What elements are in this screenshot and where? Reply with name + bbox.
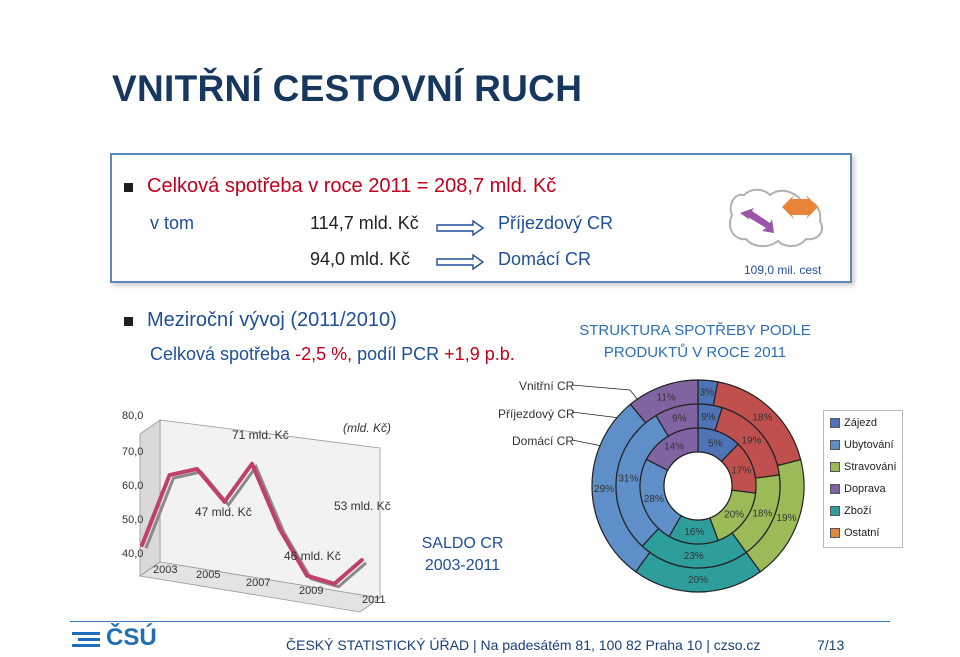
data-point-2006 [222,500,227,504]
yoy-value-1: -2,5 %, [295,344,353,364]
legend-swatch [830,462,840,473]
legend-label: Doprava [844,483,886,495]
donut-label-2-4: 28% [644,494,664,505]
y-tick-label: 50,0 [122,514,144,526]
donut-label-1-5: 9% [672,414,687,425]
data-label-53: 53 mld. Kč [334,499,391,513]
data-label-46: 46 mld. Kč [284,549,341,563]
data-point-2009 [305,573,309,578]
slide-title: VNITŘNÍ CESTOVNÍ RUCH [112,68,583,109]
page-number: 7/13 [817,637,845,653]
data-point-2005 [195,467,199,471]
yoy-value-2: +1,9 p.b. [444,344,515,364]
donut-label-2-5: 14% [664,442,684,453]
donut-label-2-0: 5% [708,438,723,449]
legend-label: Ostatní [844,527,880,539]
legend-label: Zboží [844,505,872,517]
x-tick-label: 2005 [196,569,221,581]
bullet-marker [124,183,133,192]
legend-item: Zájezd [830,417,877,435]
bullet-marker [124,317,133,326]
csu-logo-text: ČSÚ [106,624,157,651]
ring-label-vnitrni: Vnitřní CR [519,379,575,393]
legend-swatch [830,440,840,451]
legend-swatch [830,506,840,517]
data-point-2010 [332,581,337,586]
legend-item: Ostatní [830,527,879,545]
x-tick-label: 2007 [246,577,271,589]
saldo-label: SALDO CR 2003-2011 [420,533,505,577]
data-point-2004 [167,473,172,477]
donut-legend: Zájezd Ubytování Stravování Doprava Zbož… [823,410,903,548]
donut-label-0-5: 11% [657,393,676,404]
saldo-line1: SALDO CR [421,535,504,552]
structure-title-line2: PRODUKTŮ V ROCE 2011 [603,344,787,361]
summary-box [110,153,852,283]
donut-label-1-4: 31% [618,474,638,485]
y-tick-label: 80,0 [122,410,144,422]
donut-label-2-1: 17% [731,466,751,477]
legend-swatch [830,484,840,495]
arrow-right-icon [436,253,485,271]
legend-swatch [830,418,840,429]
donut-hole [663,451,733,521]
legend-item: Doprava [830,483,886,501]
donut-label-2-3: 16% [684,527,704,538]
yoy-mid: podíl PCR [352,344,445,364]
donut-label-1-0: 9% [701,412,716,423]
yoy-prefix: Celková spotřeba [150,344,296,364]
legend-label: Stravování [844,461,897,473]
structure-title-line1: STRUKTURA SPOTŘEBY PODLE [579,322,811,339]
y-tick-label: 60,0 [122,480,144,492]
x-tick-label: 2003 [153,564,178,576]
donut-label-0-2: 19% [776,513,796,524]
value-inbound: 114,7 mld. Kč [310,213,419,233]
footer-text: ČESKÝ STATISTICKÝ ÚŘAD | Na padesátém 81… [286,637,761,653]
chart-unit-label: (mld. Kč) [343,421,391,435]
donut-label-2-2: 20% [724,510,744,521]
map-caption: 109,0 mil. cest [744,263,822,277]
csu-logo-icon [72,632,100,647]
yoy-detail: Celková spotřeba -2,5 %, podíl PCR +1,9 … [150,344,515,365]
structure-title: STRUKTURA SPOTŘEBY PODLE PRODUKTŮ V ROCE… [560,320,830,364]
legend-item: Stravování [830,461,897,479]
legend-swatch [830,528,840,539]
label-domestic: Domácí CR [498,249,592,269]
data-point-2011 [360,558,364,562]
donut-label-1-2: 18% [752,509,772,520]
legend-item: Ubytování [830,439,894,457]
ring-label-domaci: Domácí CR [512,434,575,448]
donut-label-0-4: 29% [594,484,614,495]
donut-label-1-3: 23% [684,551,704,562]
data-point-2007 [250,461,254,466]
total-consumption-text: Celková spotřeba v roce 2011 = 208,7 mld… [147,175,557,197]
ring-label-prijezdovy: Příjezdový CR [498,407,575,421]
data-point-2003 [140,543,144,547]
y-tick-label: 70,0 [122,446,144,458]
legend-label: Zájezd [844,417,878,429]
label-inbound: Příjezdový CR [498,213,614,233]
y-tick-label: 40,0 [122,548,144,560]
donut-label-0-1: 18% [752,412,772,423]
donut-label-1-1: 19% [741,436,761,447]
legend-item: Zboží [830,505,872,523]
value-domestic: 94,0 mld. Kč [310,249,411,269]
footer-divider [70,621,890,622]
legend-label: Ubytování [844,439,894,451]
donut-label-0-0: 3% [700,387,715,398]
arrow-right-icon [436,219,485,237]
x-tick-label: 2009 [299,585,324,597]
yoy-heading: Meziroční vývoj (2011/2010) [147,309,397,331]
czech-map-icon [728,188,824,247]
saldo-line2: 2003-2011 [424,557,501,574]
data-label-71: 71 mld. Kč [232,428,289,442]
balance-line-chart [138,419,382,613]
structure-donut-chart: 3% 18% 19% 20% 29% 11% 9% 19% 18% 23% 31% 9% 5% 17% 20… [591,379,805,593]
donut-label-0-3: 20% [688,575,708,586]
data-label-47: 47 mld. Kč [195,505,252,519]
data-point-2008 [277,526,282,531]
x-tick-label: 2011 [362,594,386,606]
vtom-label: v tom [150,213,195,233]
